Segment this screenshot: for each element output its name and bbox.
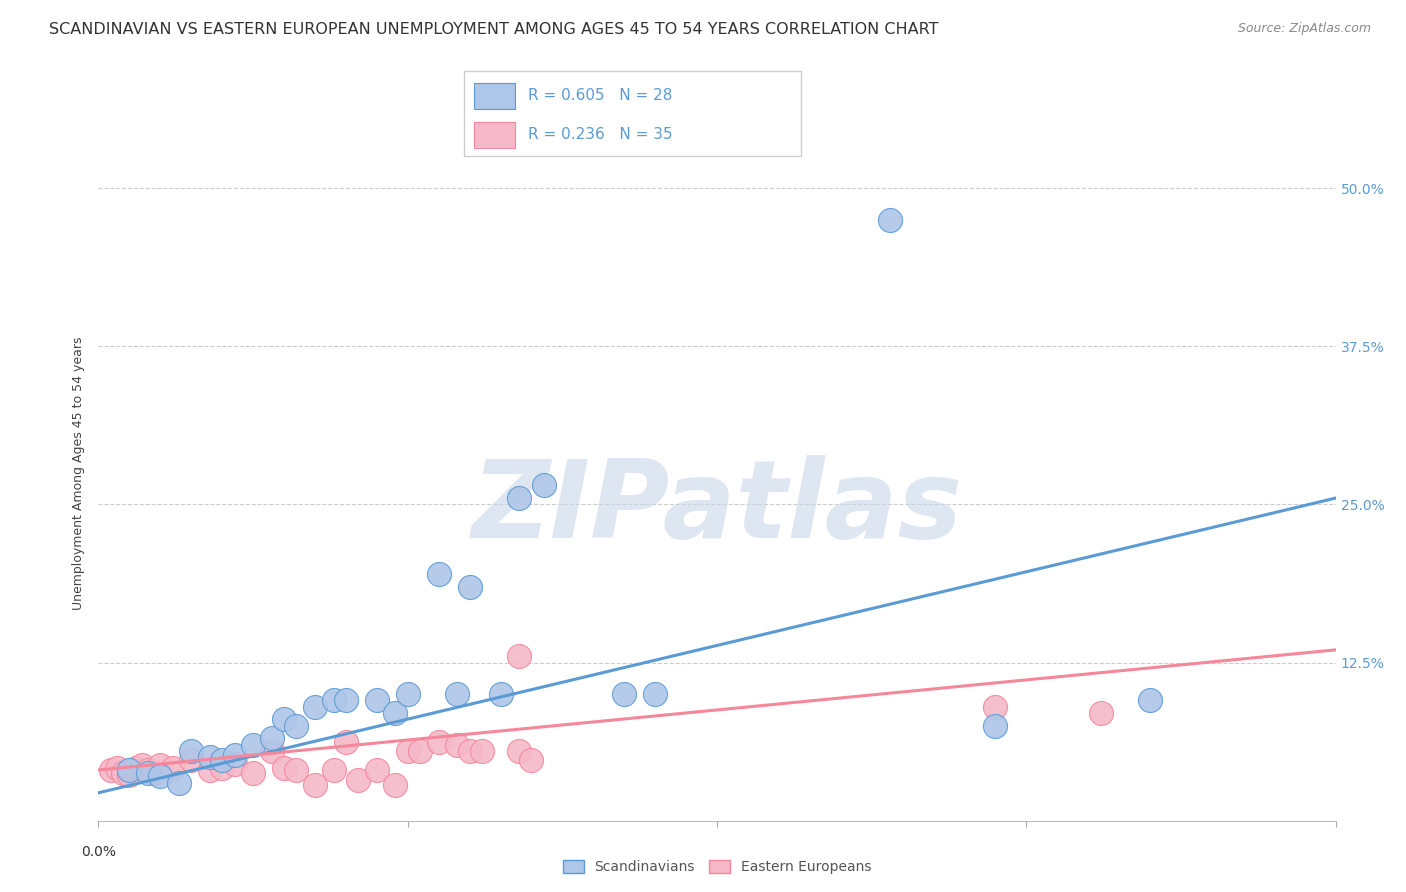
Text: ZIPatlas: ZIPatlas [471, 455, 963, 560]
Point [112, 765, 135, 780]
Point [984, 699, 1007, 714]
Text: SCANDINAVIAN VS EASTERN EUROPEAN UNEMPLOYMENT AMONG AGES 45 TO 54 YEARS CORRELAT: SCANDINAVIAN VS EASTERN EUROPEAN UNEMPLO… [49, 22, 939, 37]
Y-axis label: Unemployment Among Ages 45 to 54 years: Unemployment Among Ages 45 to 54 years [72, 336, 84, 609]
Text: R = 0.236   N = 35: R = 0.236 N = 35 [529, 127, 672, 142]
Point [285, 719, 308, 733]
Point [322, 693, 344, 707]
Point [105, 760, 128, 774]
Point [520, 753, 543, 767]
Point [242, 738, 264, 752]
Point [384, 778, 406, 792]
Point [427, 566, 450, 581]
Point [198, 750, 221, 764]
Point [273, 713, 295, 727]
Point [984, 719, 1007, 733]
Point [644, 687, 666, 701]
Point [260, 731, 283, 746]
Point [100, 763, 122, 777]
Point [143, 765, 166, 780]
Point [304, 778, 326, 792]
Point [489, 687, 512, 701]
Point [613, 687, 636, 701]
Legend: Scandinavians, Eastern Europeans: Scandinavians, Eastern Europeans [557, 855, 877, 880]
Point [224, 756, 246, 771]
Text: 0.0%: 0.0% [82, 845, 115, 859]
Point [335, 693, 357, 707]
Point [260, 744, 283, 758]
Point [136, 763, 159, 777]
Point [180, 744, 202, 758]
Point [446, 687, 468, 701]
Point [508, 491, 530, 505]
Point [149, 769, 172, 783]
Text: Source: ZipAtlas.com: Source: ZipAtlas.com [1237, 22, 1371, 36]
Point [366, 763, 388, 777]
Point [198, 763, 221, 777]
Point [131, 758, 153, 772]
Point [1090, 706, 1112, 720]
Point [118, 768, 141, 782]
Point [304, 699, 326, 714]
FancyBboxPatch shape [464, 71, 801, 156]
Point [409, 744, 432, 758]
Point [879, 212, 901, 227]
Point [136, 765, 159, 780]
Point [322, 763, 344, 777]
Point [224, 747, 246, 762]
Point [533, 478, 555, 492]
Point [508, 744, 530, 758]
Point [167, 775, 190, 789]
Point [118, 763, 141, 777]
Point [396, 687, 419, 701]
Point [366, 693, 388, 707]
Point [1139, 693, 1161, 707]
Point [384, 706, 406, 720]
Bar [474, 83, 515, 109]
Point [273, 760, 295, 774]
Point [211, 760, 233, 774]
Point [162, 760, 184, 774]
Point [242, 765, 264, 780]
Point [180, 753, 202, 767]
Point [396, 744, 419, 758]
Point [211, 753, 233, 767]
Point [458, 580, 481, 594]
Point [335, 735, 357, 749]
Point [285, 763, 308, 777]
Point [458, 744, 481, 758]
Point [347, 773, 370, 788]
Point [427, 735, 450, 749]
Point [508, 649, 530, 664]
Point [149, 758, 172, 772]
Point [446, 738, 468, 752]
Text: R = 0.605   N = 28: R = 0.605 N = 28 [529, 87, 672, 103]
Point [471, 744, 494, 758]
Bar [474, 122, 515, 147]
Point [124, 760, 146, 774]
